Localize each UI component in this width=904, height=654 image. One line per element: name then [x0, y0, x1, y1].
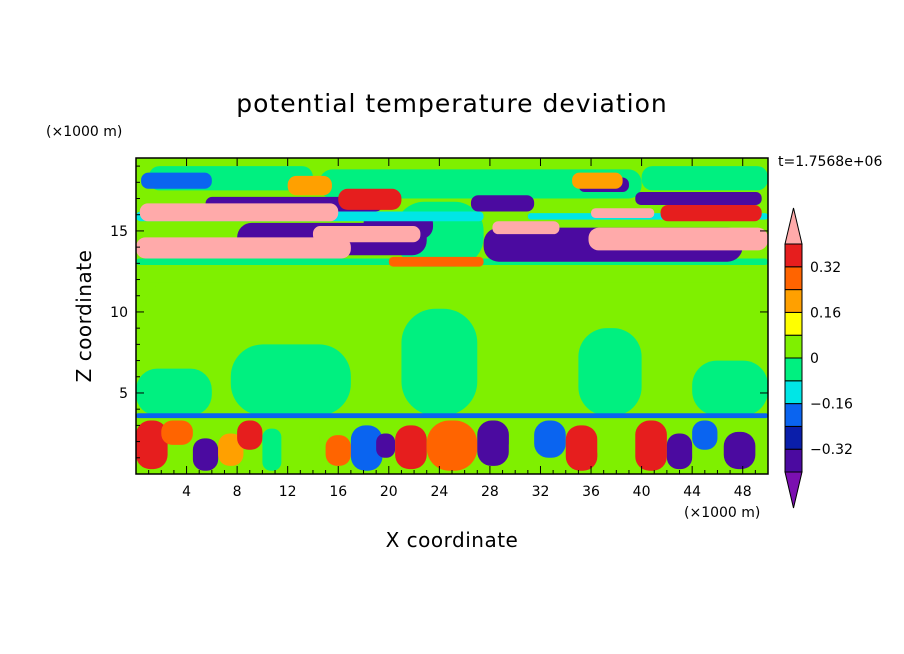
colorbar-label: 0.32 [810, 260, 841, 276]
x-tick-label: 4 [182, 484, 191, 500]
x-tick-label: 48 [734, 484, 752, 500]
colorbar-label: −0.32 [810, 442, 853, 458]
x-tick-label: 28 [481, 484, 499, 500]
colorbar-band [784, 289, 803, 313]
colorbar-band [784, 334, 803, 359]
contour-region-14 [141, 172, 212, 189]
contour-region-10 [319, 169, 642, 199]
colorbar-band [784, 357, 803, 382]
contour-region-31 [312, 226, 421, 243]
contour-region-30 [139, 203, 339, 222]
contour-region-44 [376, 433, 396, 458]
contour-region-11 [641, 166, 768, 191]
time-label: t=1.7568e+06 [778, 154, 882, 170]
contour-region-39 [237, 420, 263, 450]
contour-region-32 [492, 221, 560, 235]
contour-region-29 [136, 237, 351, 259]
contour-region-26 [287, 175, 332, 196]
contour-region-27 [338, 188, 402, 210]
contour-region-36 [161, 420, 193, 445]
contour-field [136, 158, 768, 474]
x-unit-label: (×1000 m) [684, 505, 760, 521]
colorbar-label: 0.16 [810, 305, 841, 321]
x-axis: 4 8 12 16 20 24 28 32 36 40 44 48 [148, 158, 756, 500]
contour-region-43 [350, 425, 383, 471]
y-tick-label: 5 [119, 386, 128, 402]
colorbar-band [784, 266, 803, 291]
colorbar-band [784, 403, 803, 427]
colorbar-band [784, 425, 803, 450]
contour-region-16 [470, 195, 535, 212]
contour-region-28 [660, 204, 762, 222]
colorbar-extend-max [784, 207, 803, 245]
colorbar-label: 0 [810, 351, 819, 367]
contour-region-25 [572, 172, 623, 189]
contour-region-54 [692, 420, 718, 450]
contour-region-52 [635, 420, 667, 471]
contour-region-3 [136, 368, 212, 416]
contour-region-50 [565, 425, 598, 471]
colorbar-label: −0.16 [810, 397, 853, 413]
contour-region-35 [136, 420, 168, 470]
y-tick-label: 10 [110, 305, 128, 321]
y-axis: 5 10 15 [110, 165, 768, 459]
x-tick-label: 40 [633, 484, 651, 500]
contour-region-55 [723, 431, 756, 470]
colorbar-band [784, 448, 803, 473]
x-tick-label: 24 [430, 484, 448, 500]
x-tick-label: 36 [582, 484, 600, 500]
contour-region-41 [287, 422, 320, 455]
colorbar-extend-min [784, 471, 803, 509]
x-tick-label: 44 [683, 484, 701, 500]
contour-region-6 [578, 328, 642, 416]
contour-region-46 [426, 420, 478, 471]
contour-region-5 [401, 308, 478, 416]
x-tick-label: 16 [329, 484, 347, 500]
contour-region-37 [192, 438, 219, 471]
x-tick-label: 12 [279, 484, 297, 500]
colorbar-band [784, 243, 803, 268]
colorbar: 0.32 0.16 0 −0.16 −0.32 [784, 207, 853, 509]
chart-title: potential temperature deviation [236, 89, 667, 118]
contour-region-40 [262, 428, 282, 471]
contour-region-49 [534, 420, 566, 458]
contour-region-24 [388, 256, 484, 267]
x-tick-label: 8 [233, 484, 242, 500]
contour-region-51 [597, 420, 636, 470]
contour-region-12 [136, 413, 768, 419]
contour-region-48 [508, 433, 535, 471]
x-tick-label: 20 [380, 484, 398, 500]
contour-region-53 [666, 433, 693, 470]
contour-region-7 [692, 360, 768, 416]
contour-region-47 [477, 420, 509, 466]
y-tick-label: 15 [110, 224, 128, 240]
contour-region-18 [635, 192, 762, 205]
x-axis-label: X coordinate [386, 528, 519, 552]
y-axis-label: Z coordinate [72, 250, 96, 383]
contour-region-45 [395, 425, 427, 470]
contour-region-38 [218, 433, 244, 466]
contour-region-33 [588, 227, 768, 251]
x-tick-label: 32 [532, 484, 550, 500]
colorbar-band [784, 380, 803, 405]
contour-region-4 [230, 344, 351, 416]
colorbar-band [784, 311, 803, 336]
contour-region-34 [591, 208, 655, 218]
contour-region-42 [325, 435, 351, 466]
y-unit-label: (×1000 m) [46, 124, 122, 140]
